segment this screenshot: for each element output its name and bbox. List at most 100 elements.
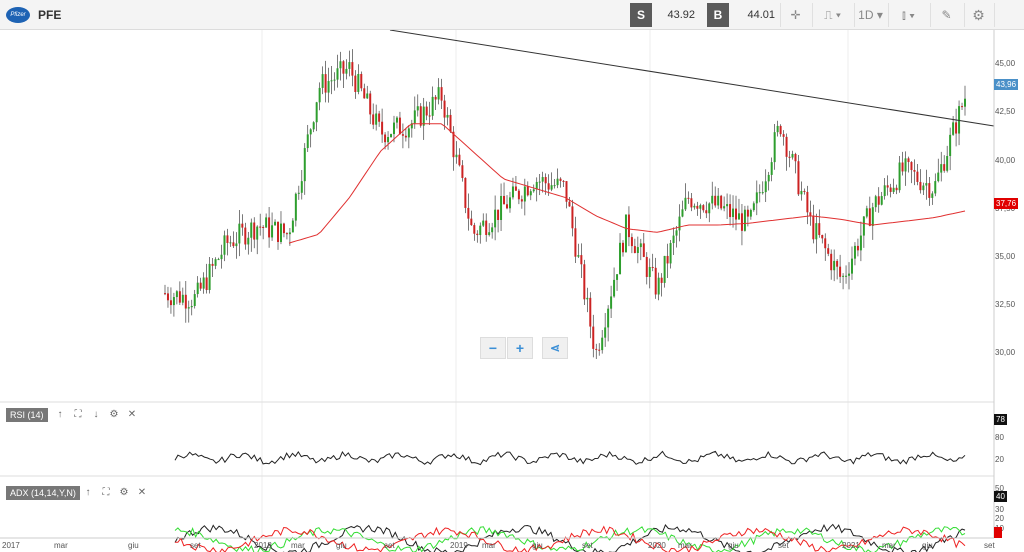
close-icon[interactable]: ✕ [127,409,137,420]
adx-tick: 50 [995,484,1004,493]
candle-body [865,208,868,217]
candle-body [946,156,949,171]
candle-body [785,136,788,157]
maximize-icon[interactable]: ⛶ [74,409,82,420]
candle-body [282,223,285,234]
candle-body [479,225,482,236]
candle-body [449,114,452,132]
settings-gear-icon[interactable]: ⚙ [119,487,129,498]
candle-body [476,233,479,236]
adx-value-tag: 40 [994,491,1007,502]
rsi-line [174,450,966,466]
zoom-out-button[interactable]: − [480,337,506,359]
candle-body [491,227,494,233]
candle-body [384,134,387,143]
candle-body [199,282,202,289]
candle-body [651,266,654,268]
candle-body [913,170,916,172]
candle-body [220,254,223,260]
rsi-value-tag: 78 [994,414,1007,425]
candle-body [583,264,586,300]
candle-body [434,96,437,100]
candle-body [404,135,407,138]
maximize-icon[interactable]: ⛶ [102,487,110,498]
candle-body [431,96,434,116]
candle-body [758,192,761,194]
timeframe-dropdown[interactable]: 1D ▾ [854,3,886,27]
candle-body [395,117,398,123]
candle-body [702,205,705,211]
candle-body [898,162,901,191]
share-icon[interactable]: ⋖ [542,337,568,359]
candle-body [589,297,592,327]
candle-body [604,327,607,338]
candle-body [306,134,309,149]
candle-body [940,164,943,173]
candle-body [172,297,175,306]
adx-minus-tag [994,527,1002,538]
zoom-in-button[interactable]: + [507,337,533,359]
close-icon[interactable]: ✕ [137,487,147,498]
candle-body [520,199,523,202]
candle-body [357,73,360,92]
time-tick: mar [291,541,305,550]
time-tick: 2017 [2,541,20,550]
candlesticks [164,49,966,359]
settings-gear-icon[interactable]: ⚙ [964,3,992,27]
move-up-icon[interactable]: ↑ [85,487,91,498]
candle-body [508,197,511,209]
candle-body [955,122,958,134]
candles-icon[interactable]: ⫾ ▾ [888,3,928,27]
candle-body [871,207,874,226]
sell-price[interactable]: 43.92 [667,9,695,21]
candle-body [919,181,922,191]
candle-body [500,195,503,220]
candle-body [696,205,699,209]
candle-body [390,134,393,138]
draw-tool-icon[interactable]: ✎ [930,3,962,27]
buy-price[interactable]: 44.01 [747,9,775,21]
candle-body [458,154,461,166]
price-tick: 30,00 [995,348,1016,357]
candle-body [732,208,735,218]
price-tick: 32,50 [995,300,1016,309]
candle-body [541,177,544,182]
chart-canvas[interactable] [0,30,1024,552]
candle-body [410,123,413,129]
candle-body [770,162,773,175]
candle-body [223,235,226,255]
candle-body [830,253,833,271]
candle-body [494,209,497,228]
candle-body [268,217,271,238]
chart-type-icon[interactable]: ⎍ ▾ [812,3,852,27]
candle-body [467,207,470,219]
buy-button[interactable]: B [707,3,729,27]
candle-body [312,122,315,130]
symbol-title: PFE [38,8,62,22]
candle-body [568,201,571,207]
move-down-icon[interactable]: ↓ [93,409,99,420]
candle-body [288,232,291,235]
sell-button[interactable]: S [630,3,652,27]
candle-body [381,121,384,135]
candle-body [497,209,500,220]
time-tick: 2021 [842,541,860,550]
candle-body [961,106,964,108]
move-up-icon[interactable]: ↑ [57,409,63,420]
time-tick: mar [54,541,68,550]
candle-body [746,209,749,217]
candle-body [848,273,851,276]
candle-body [619,242,622,275]
candle-body [880,196,883,205]
candle-body [862,216,865,236]
ma-value-tag: 37,76 [994,198,1019,209]
settings-gear-icon[interactable]: ⚙ [109,409,119,420]
time-tick: set [984,541,995,550]
candle-body [291,220,294,233]
candle-body [666,255,669,264]
candle-body [663,255,666,283]
candle-body [232,242,235,247]
crosshair-icon[interactable]: ✛ [780,3,810,27]
candle-body [398,117,401,135]
time-tick: mar [482,541,496,550]
